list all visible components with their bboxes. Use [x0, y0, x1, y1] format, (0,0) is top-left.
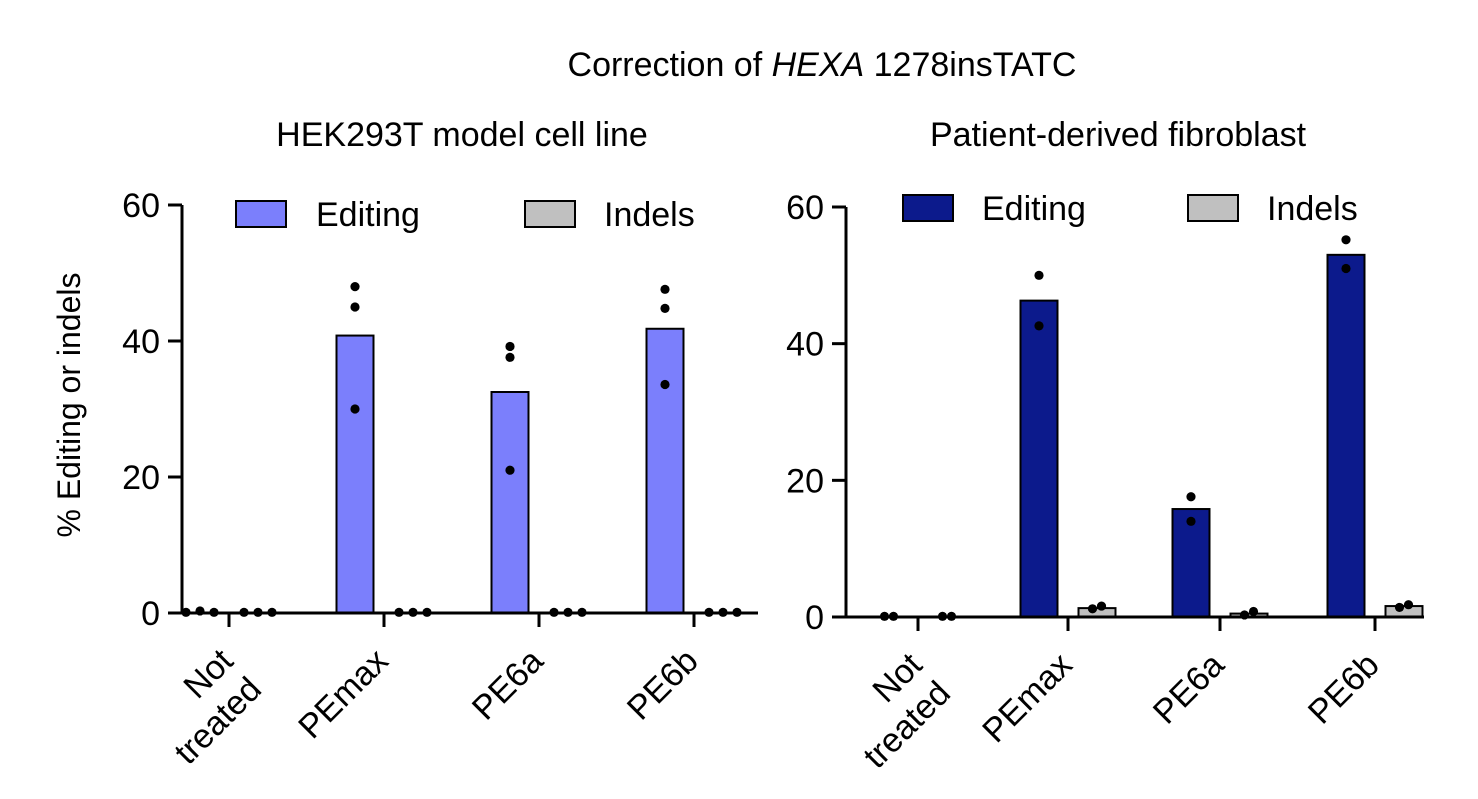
editing-replicate-dot — [660, 303, 670, 313]
y-tick-label: 20 — [122, 459, 160, 497]
editing-replicate-dot — [1034, 321, 1044, 331]
indels-replicate-dot — [1096, 601, 1107, 611]
y-tick-label: 60 — [786, 189, 824, 227]
editing-replicate-dot — [660, 284, 670, 294]
legend-label: Editing — [316, 196, 420, 234]
editing-bar — [1326, 253, 1366, 618]
editing-replicate-dot — [1034, 270, 1044, 280]
indels-replicate-dot — [1248, 606, 1259, 617]
chart-fibroblast: Patient-derived fibroblast 0 20 40 60 Nottrea… — [786, 116, 1424, 776]
figure-title: Correction of HEXA 1278insTATC — [568, 46, 1077, 84]
legend-swatch — [1187, 194, 1239, 222]
x-tick-label: PE6b — [1301, 646, 1387, 732]
editing-bar — [1019, 299, 1059, 618]
indels-replicate-dot — [1394, 602, 1405, 613]
editing-replicate-dot — [1341, 263, 1351, 274]
x-tick-label: PEmax — [291, 642, 395, 746]
legend-swatch — [235, 200, 287, 228]
legend-label: Editing — [982, 190, 1086, 228]
chart-hek293t: HEK293T model cell line 0 20 40 60 Nottreated… — [122, 116, 758, 772]
editing-replicate-dot — [1186, 492, 1196, 502]
editing-bar — [645, 327, 685, 614]
editing-replicate-dot — [505, 352, 515, 362]
x-tick-label: Nottreated — [828, 645, 958, 775]
editing-replicate-dot — [1341, 235, 1351, 245]
y-tick-label: 20 — [786, 462, 824, 500]
x-tick-label: Nottreated — [139, 641, 269, 771]
editing-replicate-dot — [350, 282, 360, 292]
legend-swatch — [524, 200, 576, 228]
editing-replicate-dot — [350, 302, 360, 312]
legend-label: Indels — [1267, 190, 1358, 228]
y-tick-label: 0 — [805, 599, 824, 637]
y-tick-label: 0 — [141, 595, 160, 633]
panel-title: Patient-derived fibroblast — [930, 116, 1307, 154]
editing-bar — [335, 334, 375, 614]
y-axis-label: % Editing or indels — [51, 272, 87, 537]
editing-replicate-dot — [350, 404, 360, 414]
legend-swatch — [902, 194, 954, 222]
indels-replicate-dot — [1087, 604, 1098, 614]
editing-replicate-dot — [1186, 516, 1196, 526]
y-tick-label: 40 — [122, 323, 160, 361]
panel-title: HEK293T model cell line — [276, 116, 648, 154]
editing-bar — [1171, 508, 1211, 618]
x-tick-label: PEmax — [975, 646, 1079, 750]
editing-replicate-dot — [505, 465, 515, 475]
legend-label: Indels — [604, 196, 695, 234]
indels-replicate-dot — [1403, 600, 1414, 610]
editing-bar — [490, 391, 530, 614]
x-tick-label: PE6b — [620, 642, 706, 728]
y-tick-label: 60 — [122, 187, 160, 225]
x-tick-label: PE6a — [1146, 646, 1232, 732]
y-tick-label: 40 — [786, 326, 824, 364]
x-tick-label: PE6a — [465, 642, 551, 728]
editing-replicate-dot — [505, 341, 515, 352]
editing-replicate-dot — [660, 379, 670, 390]
